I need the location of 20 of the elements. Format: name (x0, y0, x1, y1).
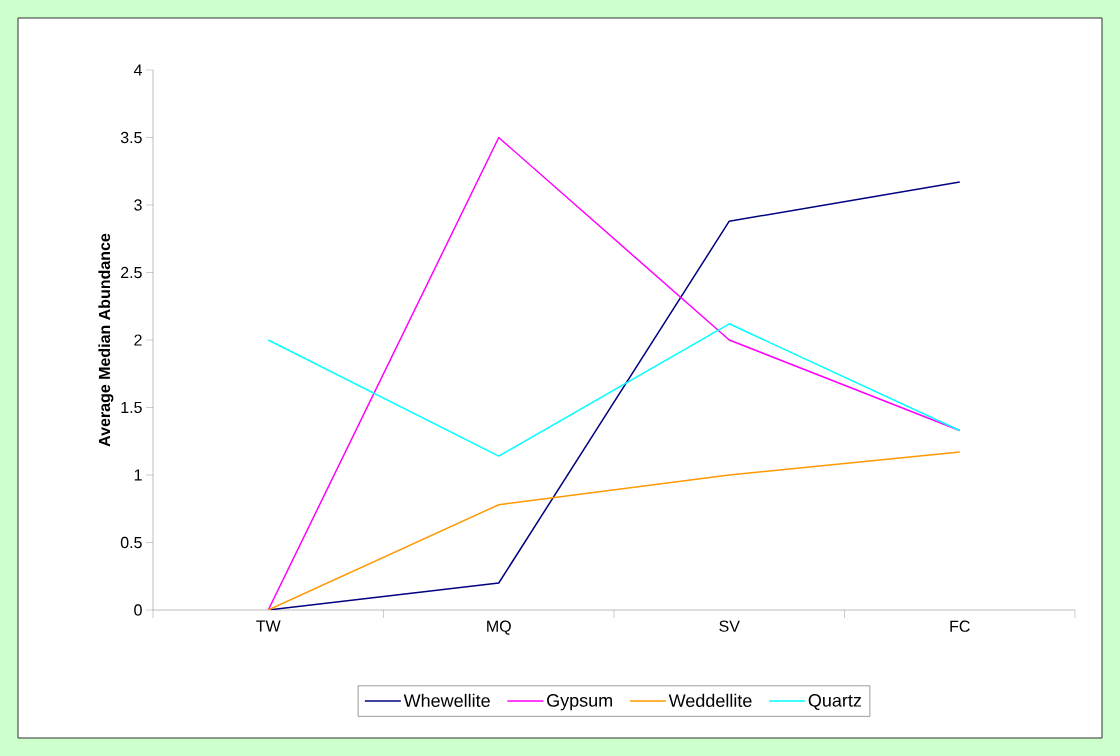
line-series (267, 323, 961, 457)
y-tick-label: 1.5 (121, 401, 142, 414)
y-tick-label: 2.5 (121, 266, 142, 279)
legend-label: Quartz (808, 694, 861, 711)
y-axis-title: Average Median Abundance (98, 233, 114, 447)
y-tick-label: 4 (133, 64, 142, 76)
line-series (267, 451, 961, 610)
legend-label: Gypsum (547, 694, 612, 711)
legend-label: Weddellite (668, 693, 752, 708)
x-tick-label: SV (719, 620, 740, 632)
y-tick-label: 3 (134, 199, 142, 211)
y-tick-label: 1 (134, 469, 142, 481)
y-tick-label: 0 (134, 604, 142, 616)
x-tick-label: MQ (487, 620, 511, 635)
x-tick-label: TW (256, 620, 281, 632)
x-tick-label: FC (950, 620, 970, 632)
y-tick-label: 0.5 (120, 536, 142, 549)
y-tick-label: 2 (134, 334, 142, 346)
y-tick-label: 3.5 (120, 131, 142, 144)
legend-label: Whewellite (403, 693, 490, 708)
